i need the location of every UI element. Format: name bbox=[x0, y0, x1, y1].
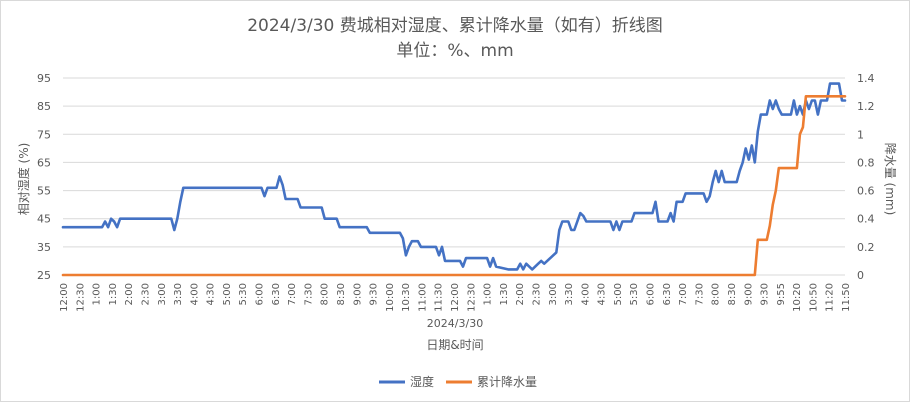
x-tick-label: 7:00 bbox=[678, 283, 689, 305]
y-right-tick-label: 1.2 bbox=[857, 100, 875, 113]
x-tick-label: 7:00 bbox=[287, 283, 298, 305]
y-left-tick-label: 65 bbox=[37, 156, 51, 169]
y-left-tick-labels: 25 35 45 55 65 75 85 95 bbox=[37, 72, 51, 282]
x-tick-label: 11:30 bbox=[434, 283, 445, 312]
x-tick-label: 6:30 bbox=[662, 283, 673, 305]
legend-label-humidity: 湿度 bbox=[410, 374, 434, 389]
x-axis-title: 日期&时间 bbox=[426, 338, 483, 352]
y-right-tick-labels: 0 0.2 0.4 0.6 0.8 1 1.2 1.4 bbox=[857, 72, 875, 282]
y-right-tick-label: 0.6 bbox=[857, 185, 875, 198]
x-tick-label: 1:00 bbox=[483, 283, 494, 305]
y-left-tick-label: 35 bbox=[37, 241, 51, 254]
x-tick-label: 9:30 bbox=[760, 283, 771, 305]
x-tick-label: 8:30 bbox=[336, 283, 347, 305]
x-tick-label: 2:00 bbox=[124, 283, 135, 305]
y-left-tick-label: 45 bbox=[37, 213, 51, 226]
x-tick-label: 1:30 bbox=[499, 283, 510, 305]
x-tick-label: 12:30 bbox=[75, 283, 86, 312]
x-tick-label: 4:00 bbox=[580, 283, 591, 305]
y-left-tick-label: 25 bbox=[37, 269, 51, 282]
x-tick-label: 4:30 bbox=[206, 283, 217, 305]
x-tick-label: 10:30 bbox=[401, 283, 412, 312]
y-left-tick-label: 55 bbox=[37, 185, 51, 198]
y-axis-right-label: 降水量 (mm) bbox=[883, 143, 897, 216]
x-axis-date-label: 2024/3/30 bbox=[427, 317, 483, 330]
x-tick-label: 7:30 bbox=[694, 283, 705, 305]
x-tick-label: 12:30 bbox=[466, 283, 477, 312]
legend: 湿度 累计降水量 bbox=[379, 374, 537, 389]
chart-subtitle: 单位：%、mm bbox=[396, 41, 513, 61]
x-tick-label: 1:30 bbox=[108, 283, 119, 305]
x-tick-label: 12:00 bbox=[450, 283, 461, 312]
x-tick-label: 5:00 bbox=[222, 283, 233, 305]
x-tick-label: 3:00 bbox=[548, 283, 559, 305]
x-tick-label: 3:30 bbox=[173, 283, 184, 305]
x-tick-label: 5:00 bbox=[613, 283, 624, 305]
x-tick-label: 4:00 bbox=[189, 283, 200, 305]
x-tick-label: 11:20 bbox=[825, 283, 836, 312]
x-tick-label: 2:30 bbox=[531, 283, 542, 305]
x-tick-label: 12:00 bbox=[59, 283, 70, 312]
y-axis-left-label: 相对湿度 (%) bbox=[16, 143, 31, 216]
x-tick-label: 5:30 bbox=[629, 283, 640, 305]
y-right-tick-label: 0.8 bbox=[857, 156, 875, 169]
x-tick-label: 10:50 bbox=[808, 283, 819, 312]
y-left-tick-label: 75 bbox=[37, 128, 51, 141]
series-lines bbox=[61, 82, 847, 277]
x-tick-label: 11:50 bbox=[841, 283, 852, 312]
y-right-tick-label: 1.4 bbox=[857, 72, 875, 85]
gridlines bbox=[63, 77, 845, 276]
x-tick-label: 9:30 bbox=[369, 283, 380, 305]
x-tick-label: 9:00 bbox=[352, 283, 363, 305]
x-tick-label: 11:00 bbox=[417, 283, 428, 312]
x-tick-label: 5:30 bbox=[238, 283, 249, 305]
x-tick-label: 7:30 bbox=[303, 283, 314, 305]
y-right-tick-label: 0.2 bbox=[857, 241, 875, 254]
y-right-tick-label: 1 bbox=[857, 128, 864, 141]
x-tick-label: 9:00 bbox=[743, 283, 754, 305]
x-tick-label: 6:00 bbox=[255, 283, 266, 305]
x-tick-label: 6:00 bbox=[646, 283, 657, 305]
y-left-tick-label: 85 bbox=[37, 100, 51, 113]
legend-label-precipitation: 累计降水量 bbox=[477, 375, 537, 389]
x-tick-label: 9:55 bbox=[776, 283, 787, 305]
humidity-line bbox=[61, 82, 847, 271]
x-tick-label: 3:00 bbox=[157, 283, 168, 305]
y-left-tick-label: 95 bbox=[37, 72, 51, 85]
x-tick-label: 8:00 bbox=[320, 283, 331, 305]
x-tick-label: 8:30 bbox=[727, 283, 738, 305]
y-right-tick-label: 0 bbox=[857, 269, 864, 282]
y-right-tick-label: 0.4 bbox=[857, 213, 875, 226]
x-tick-label: 3:30 bbox=[564, 283, 575, 305]
x-tick-label: 6:30 bbox=[271, 283, 282, 305]
x-tick-label: 1:00 bbox=[92, 283, 103, 305]
x-tick-label: 10:20 bbox=[792, 283, 803, 312]
x-tick-label: 2:30 bbox=[140, 283, 151, 305]
x-tick-label: 8:00 bbox=[711, 283, 722, 305]
x-tick-labels: 12:00 12:30 1:00 1:30 2:00 2:30 3:00 3:30 4:00 4:… bbox=[59, 283, 852, 312]
chart-title: 2024/3/30 费城相对湿度、累计降水量（如有）折线图 bbox=[247, 16, 663, 36]
x-tick-label: 4:30 bbox=[597, 283, 608, 305]
precipitation-line bbox=[61, 95, 847, 277]
x-tick-label: 2:00 bbox=[515, 283, 526, 305]
x-tick-label: 10:00 bbox=[385, 283, 396, 312]
